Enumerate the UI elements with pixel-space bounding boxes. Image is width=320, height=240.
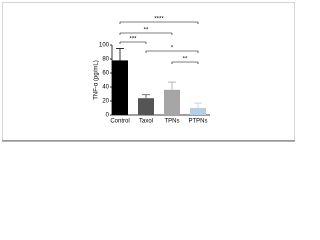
x-tick-label: PTPNs [188, 119, 207, 125]
chart: TNF-α (pg/mL) 0 20 40 60 80 100 Control Taxol TP… [2, 2, 295, 142]
y-tick-label: 20 [102, 99, 109, 105]
significance-label: ** [144, 28, 149, 34]
y-tick-label: 40 [102, 85, 109, 91]
x-tick-label: Taxol [139, 119, 153, 125]
bar [190, 108, 206, 115]
y-tick-label: 80 [102, 57, 109, 63]
bar [164, 89, 180, 115]
frame [2, 2, 295, 141]
x-tick-label: TPNs [165, 119, 180, 125]
significance-label: *** [129, 37, 137, 43]
x-tick-label: Control [110, 119, 129, 125]
y-tick-label: 60 [102, 71, 109, 77]
significance-label: ** [183, 57, 188, 63]
significance-label: **** [154, 17, 164, 23]
bar [138, 98, 154, 115]
bar [112, 60, 128, 115]
y-axis-label: TNF-α (pg/mL) [94, 60, 100, 99]
y-tick-label: 100 [99, 43, 110, 49]
significance-label: * [171, 46, 174, 52]
y-tick-label: 0 [106, 113, 110, 119]
